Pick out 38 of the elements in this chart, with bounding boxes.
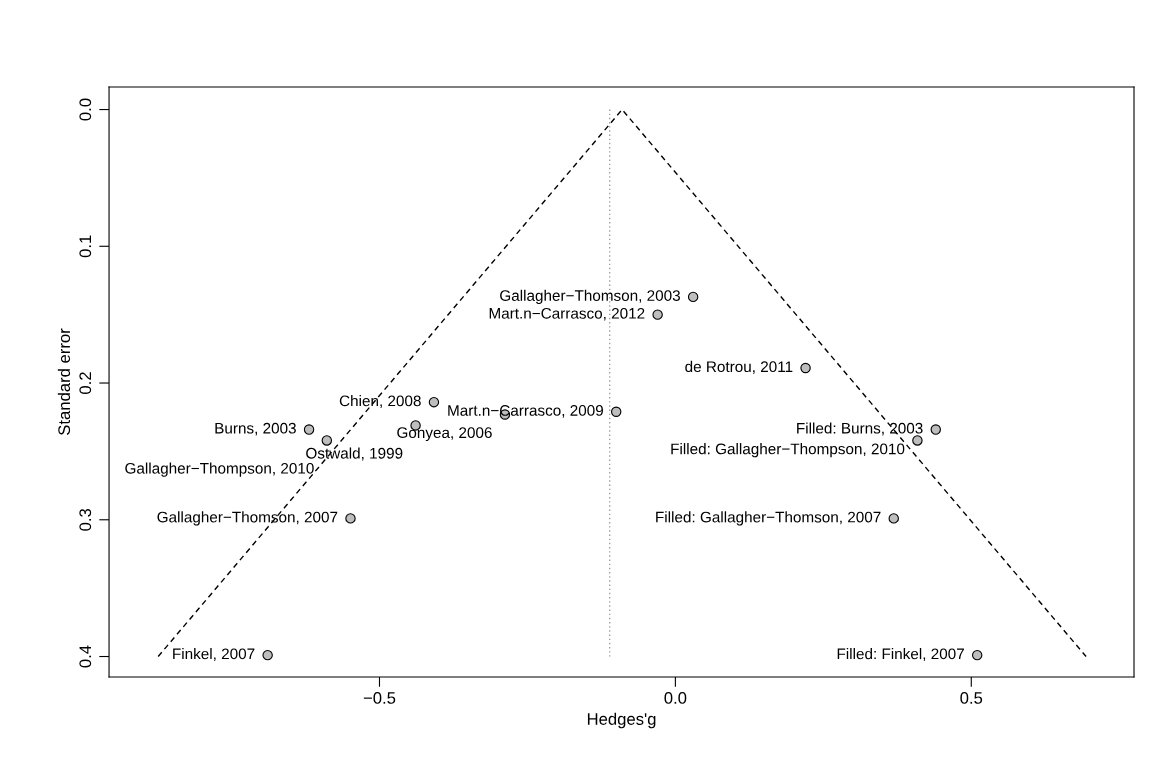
point (800, 362, 811, 374)
annotation: Ostwald, 1999 (306, 447, 403, 461)
x-tick-label: −0.5 (363, 692, 396, 704)
annotation: Filled: Gallagher−Thompson, 2010 (671, 443, 905, 458)
y-tick-label: 0.4 (79, 645, 92, 668)
point (262, 649, 273, 661)
x-axis-title: Hedges'g (587, 712, 656, 729)
x-tick-label: 0.5 (960, 692, 983, 704)
point (888, 513, 899, 524)
point (345, 513, 356, 524)
annotation: de Rotrou, 2011 (685, 360, 793, 374)
point (610, 406, 622, 417)
point (652, 309, 663, 320)
annotation: Gallagher−Thompson, 2010 (125, 462, 314, 477)
annotation: Burns, 2003 (215, 422, 296, 436)
annotation: Chien, 2008 (339, 395, 421, 409)
point (428, 396, 440, 408)
annotation: Filled: Gallagher−Thomson, 2007 (656, 511, 881, 526)
y-tick-label: 0.2 (79, 372, 92, 394)
annotation: Filled: Finkel, 2007 (837, 648, 964, 662)
y-tick-label: 0.0 (79, 98, 92, 121)
annotation: Mart.n−Carrasco, 2009 (448, 405, 603, 418)
annotation: Gonyea, 2006 (397, 427, 492, 442)
point (687, 291, 699, 303)
y-tick-label: 0.1 (79, 235, 92, 258)
annotation: Filled: Burns, 2003 (797, 422, 923, 436)
annotation: Gallagher−Thomson, 2003 (500, 289, 680, 304)
y-axis-title: Standard error (57, 328, 71, 435)
annotation: Gallagher−Thomson, 2007 (157, 511, 338, 526)
annotation: Finkel, 2007 (173, 648, 255, 662)
point (971, 649, 983, 661)
point (930, 424, 941, 435)
point (321, 435, 333, 446)
point (912, 435, 923, 446)
annotation: Mart.n−Carrasco, 2012 (489, 307, 645, 321)
x-tick-label: 0.0 (664, 692, 687, 704)
point (303, 424, 315, 435)
y-tick-label: 0.3 (79, 508, 92, 531)
